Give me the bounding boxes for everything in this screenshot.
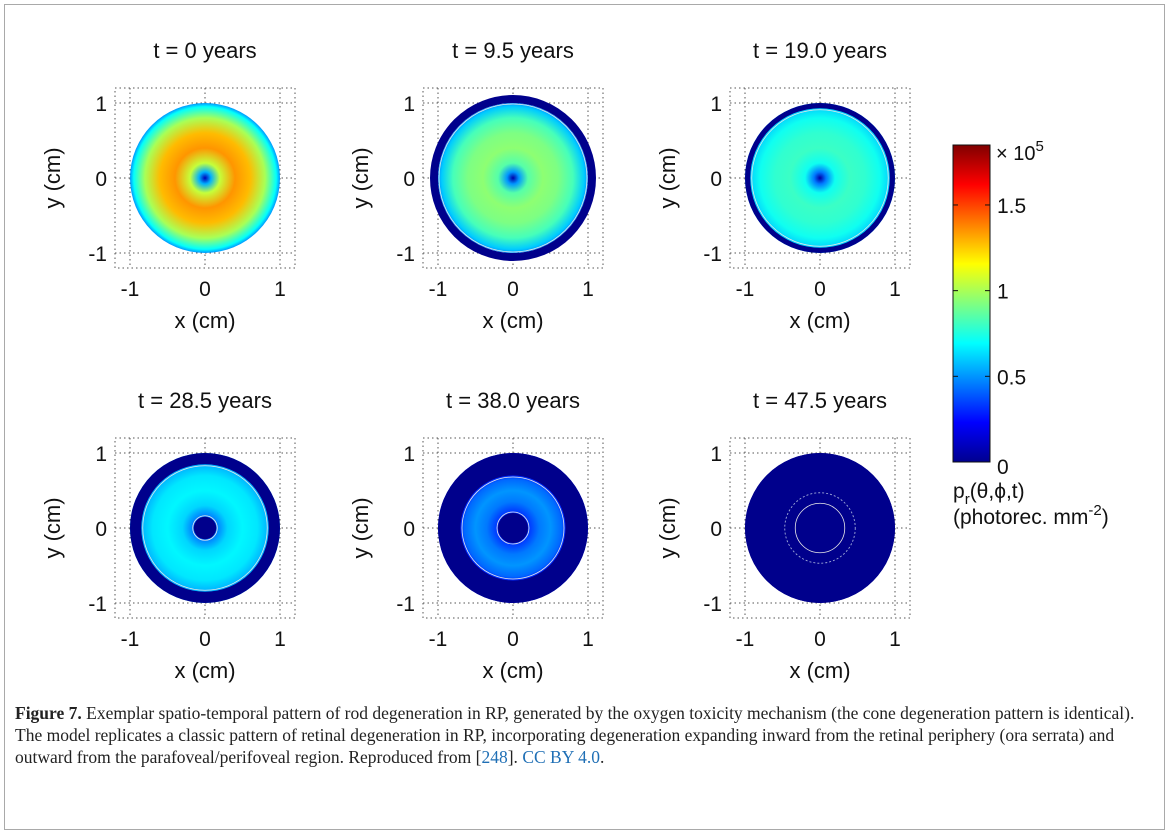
- x-tick-label: 1: [274, 278, 286, 301]
- panel-1: t = 0 years -1 0 1 1 0 -1 x (cm) y (cm): [40, 38, 296, 333]
- y-tick-label: 1: [710, 93, 722, 116]
- x-axis-label: x (cm): [482, 658, 543, 683]
- degeneration-front: [751, 109, 889, 247]
- retina-disk: [438, 103, 588, 253]
- x-axis-label: x (cm): [789, 308, 850, 333]
- panel-4: t = 28.5 years -1 0 1 1 0 -1 x (cm) y (cm): [40, 388, 296, 683]
- x-tick-label: 1: [274, 628, 286, 651]
- y-tick-label: 0: [95, 518, 107, 541]
- colorbar-tick-label: 0.5: [997, 366, 1026, 389]
- colorbar-label-line2: (photorec. mm-2): [953, 502, 1109, 529]
- y-axis-label: y (cm): [348, 497, 373, 558]
- degeneration-front: [438, 103, 588, 253]
- y-tick-label: 1: [710, 443, 722, 466]
- x-tick-label: 0: [507, 628, 519, 651]
- y-tick-label: -1: [88, 243, 107, 266]
- outer-degeneration-ring: [438, 453, 588, 603]
- x-axis-label: x (cm): [174, 658, 235, 683]
- y-tick-label: 0: [95, 168, 107, 191]
- inner-degeneration-core: [498, 513, 528, 543]
- panel-title: t = 0 years: [153, 38, 256, 63]
- panel-title: t = 9.5 years: [452, 38, 574, 63]
- colorbar-tick-label: 1: [997, 281, 1009, 304]
- colorbar-scale: [952, 144, 991, 463]
- y-tick-label: 0: [710, 518, 722, 541]
- x-axis-label: x (cm): [482, 308, 543, 333]
- x-tick-label: 1: [889, 628, 901, 651]
- y-tick-label: -1: [396, 243, 415, 266]
- colorbar-label-line1: pr(θ,ϕ,t): [953, 480, 1025, 508]
- x-tick-label: -1: [429, 628, 448, 651]
- colorbar-tick-label: 0: [997, 456, 1009, 479]
- residual-ring: [784, 492, 856, 564]
- x-tick-label: 0: [507, 278, 519, 301]
- y-tick-label: 0: [710, 168, 722, 191]
- inner-degeneration-front: [192, 515, 218, 541]
- x-tick-label: 0: [814, 628, 826, 651]
- panel-6: t = 47.5 years -1 0 1 1 0 -1 x (cm) y (cm): [655, 388, 911, 683]
- colorbar-tick-label: 1.5: [997, 195, 1026, 218]
- y-tick-label: -1: [703, 243, 722, 266]
- panel-5: t = 38.0 years -1 0 1 1 0 -1 x (cm) y (cm): [348, 388, 604, 683]
- y-axis-label: y (cm): [655, 497, 680, 558]
- outer-degeneration-ring: [745, 453, 895, 603]
- caption-after-ref: ].: [507, 747, 523, 767]
- x-tick-label: 0: [199, 278, 211, 301]
- inner-degeneration-core: [193, 516, 217, 540]
- colorbar-multiplier: × 105: [996, 138, 1044, 165]
- x-tick-label: -1: [736, 628, 755, 651]
- y-tick-label: 0: [403, 518, 415, 541]
- outer-degeneration-ring: [430, 95, 596, 261]
- y-axis-label: y (cm): [40, 147, 65, 208]
- y-axis-label: y (cm): [348, 147, 373, 208]
- y-tick-label: 0: [403, 168, 415, 191]
- panel-2: t = 9.5 years -1 0 1 1 0 -1 x (cm) y (cm): [348, 38, 604, 333]
- y-tick-label: -1: [703, 593, 722, 616]
- x-tick-label: 1: [582, 628, 594, 651]
- panel-title: t = 38.0 years: [446, 388, 580, 413]
- y-tick-label: -1: [396, 593, 415, 616]
- x-tick-label: -1: [121, 628, 140, 651]
- y-axis-label: y (cm): [655, 147, 680, 208]
- inner-degeneration-front: [496, 511, 530, 545]
- degeneration-front: [142, 465, 268, 591]
- retina-disk: [745, 103, 895, 253]
- y-tick-label: -1: [88, 593, 107, 616]
- x-tick-label: 0: [814, 278, 826, 301]
- caption-text: Exemplar spatio-temporal pattern of rod …: [15, 703, 1135, 767]
- caption-label: Figure 7.: [15, 703, 82, 723]
- y-tick-label: 1: [95, 93, 107, 116]
- figure-panels: t = 0 years-1 0 110-1x (cm)y (cm)t = 9.5 y…: [40, 38, 1109, 683]
- colorbar: 1.5 1 0.5 0 × 105 pr(θ,ϕ,t)(photorec. mm-2): [952, 138, 1109, 529]
- residual-ring: [794, 502, 846, 554]
- y-axis-label: y (cm): [40, 497, 65, 558]
- x-tick-label: 1: [889, 278, 901, 301]
- x-tick-label: -1: [429, 278, 448, 301]
- y-tick-label: 1: [403, 93, 415, 116]
- y-tick-label: 1: [95, 443, 107, 466]
- panel-3: t = 19.0 years -1 0 1 1 0 -1 x (cm) y (cm): [655, 38, 911, 333]
- x-tick-label: 1: [582, 278, 594, 301]
- caption-end: .: [599, 747, 605, 767]
- panel-title: t = 28.5 years: [138, 388, 272, 413]
- caption-license-link[interactable]: CC BY 4.0: [522, 747, 600, 767]
- x-axis-label: x (cm): [174, 308, 235, 333]
- x-tick-label: 0: [199, 628, 211, 651]
- panel-title: t = 19.0 years: [753, 38, 887, 63]
- panel-title: t = 47.5 years: [753, 388, 887, 413]
- figure-caption: Figure 7. Exemplar spatio-temporal patte…: [15, 702, 1155, 768]
- x-axis-label: x (cm): [789, 658, 850, 683]
- degeneration-front: [461, 476, 565, 580]
- x-tick-label: -1: [121, 278, 140, 301]
- x-tick-label: -1: [736, 278, 755, 301]
- retina-disk: [130, 103, 280, 253]
- caption-reference-link[interactable]: 248: [481, 747, 508, 767]
- y-tick-label: 1: [403, 443, 415, 466]
